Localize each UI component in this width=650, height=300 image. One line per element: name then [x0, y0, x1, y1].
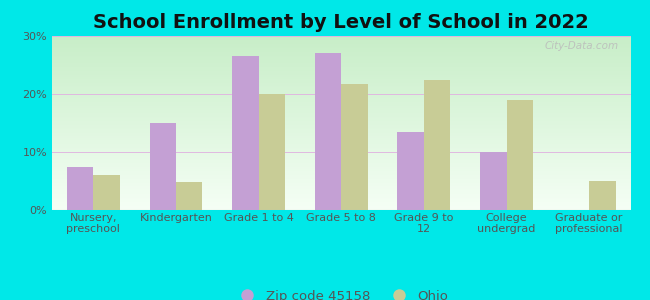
Bar: [315, 53, 341, 210]
Bar: [341, 84, 368, 210]
Bar: [94, 175, 120, 210]
Bar: [397, 132, 424, 210]
Bar: [589, 181, 616, 210]
Bar: [506, 100, 533, 210]
Bar: [150, 123, 176, 210]
Legend: Zip code 45158, Ohio: Zip code 45158, Ohio: [229, 284, 454, 300]
Bar: [480, 152, 506, 210]
Bar: [424, 80, 450, 210]
Title: School Enrollment by Level of School in 2022: School Enrollment by Level of School in …: [94, 13, 589, 32]
Bar: [232, 56, 259, 210]
Text: City-Data.com: City-Data.com: [545, 41, 619, 51]
Bar: [259, 94, 285, 210]
Bar: [67, 167, 94, 210]
Bar: [176, 182, 202, 210]
